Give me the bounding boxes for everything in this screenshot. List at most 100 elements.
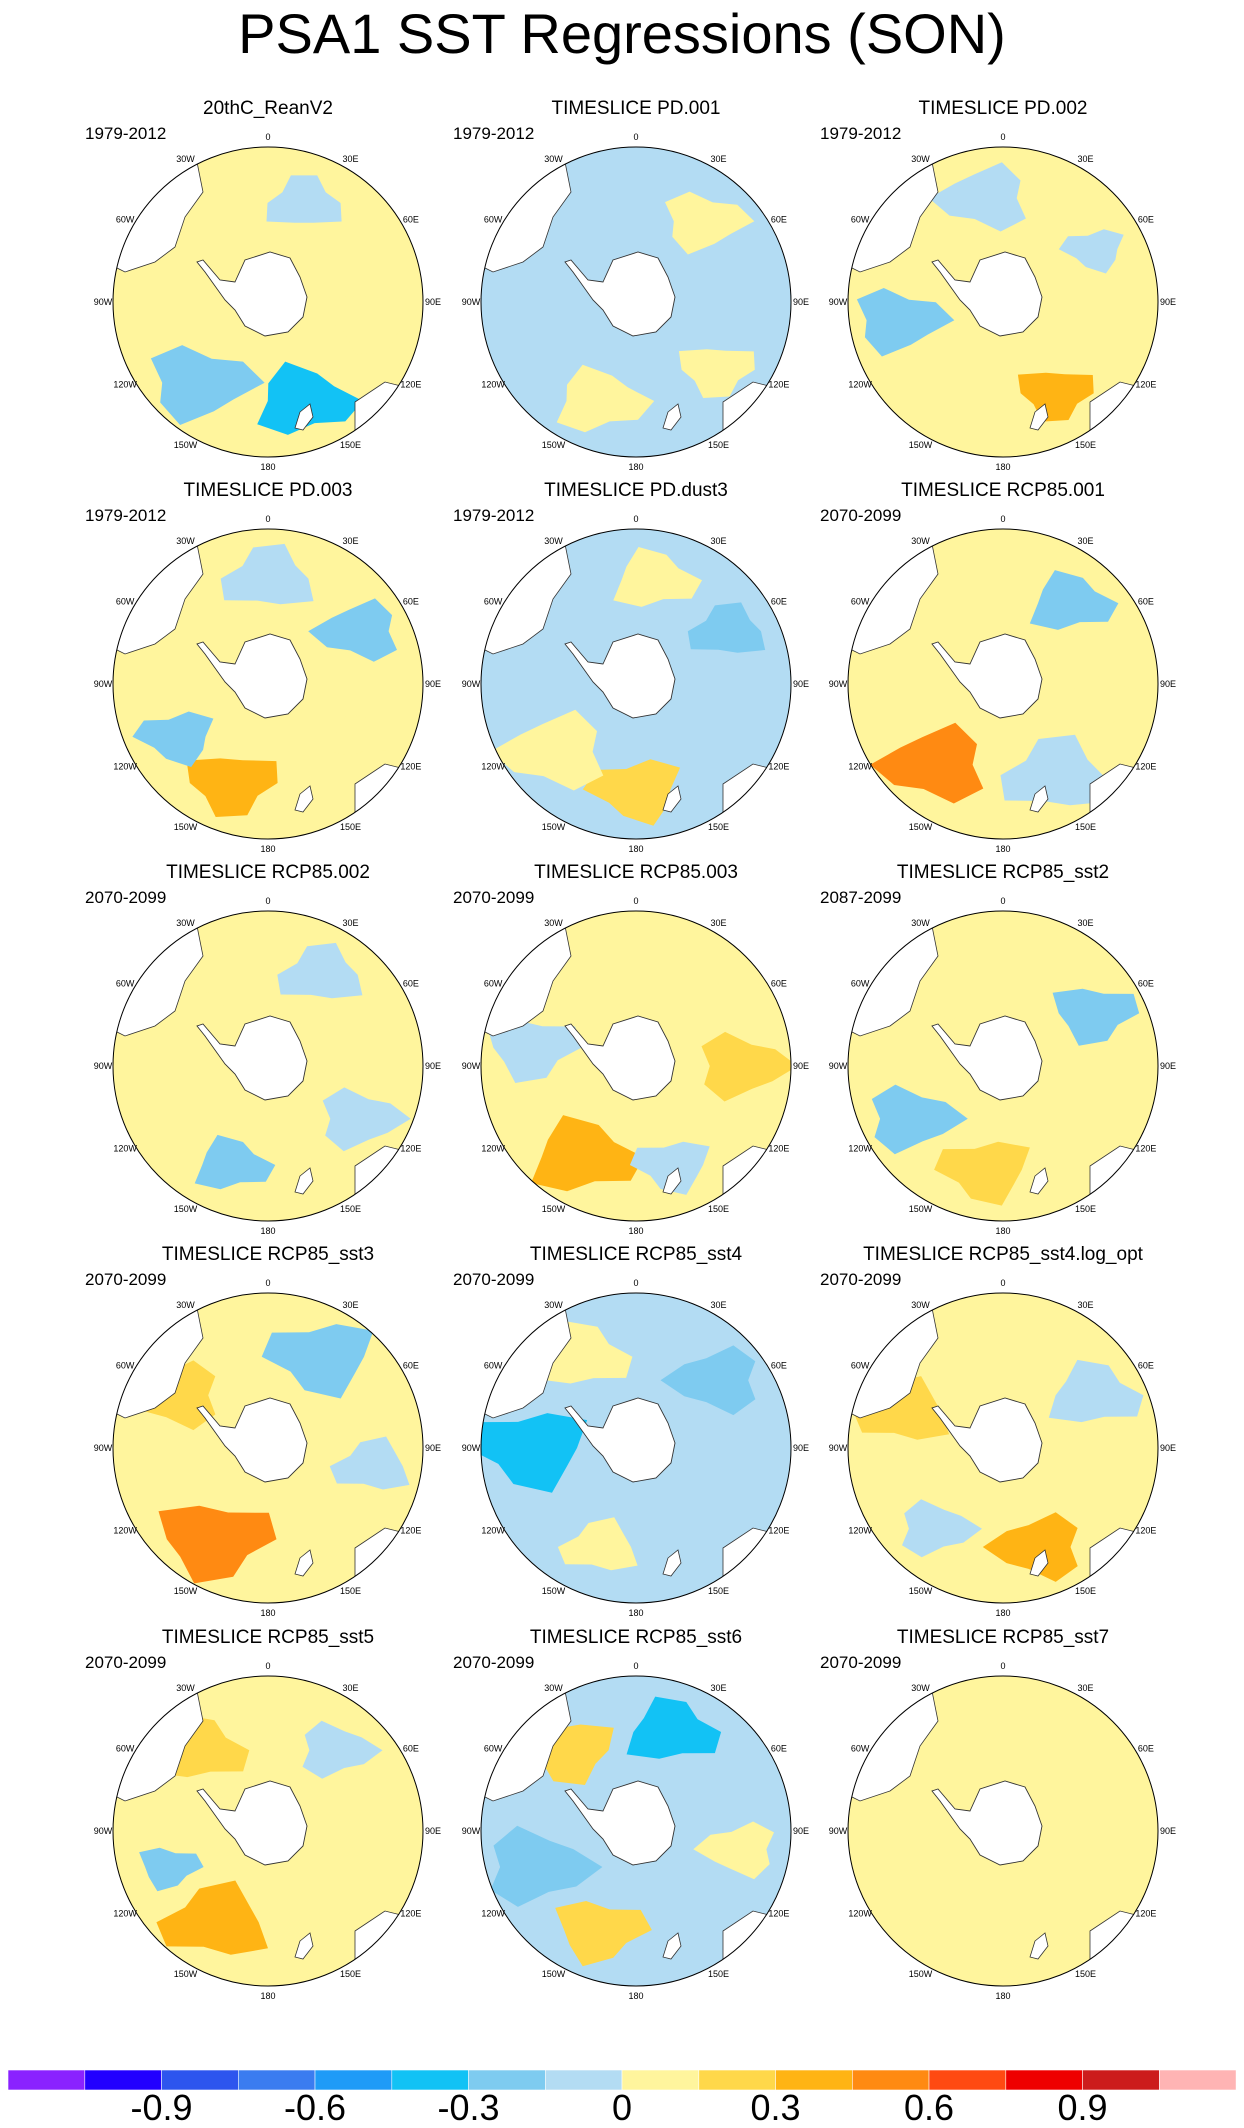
longitude-label: 60W bbox=[116, 1744, 135, 1754]
map-panel: 0 30E 60E 90E 120E 150E 180 150W 120W 90W 60W 30W TI… bbox=[453, 1627, 819, 2012]
longitude-label: 150W bbox=[542, 1586, 566, 1596]
longitude-label: 150W bbox=[542, 1969, 566, 1979]
panel-title: 20thC_ReanV2 bbox=[203, 98, 333, 119]
longitude-label: 120E bbox=[1135, 1526, 1156, 1536]
longitude-label: 90E bbox=[425, 1826, 441, 1836]
longitude-label: 120E bbox=[1135, 1909, 1156, 1919]
longitude-label: 120W bbox=[113, 380, 137, 390]
panel-period: 1979-2012 bbox=[85, 124, 167, 143]
map-panel: 0 30E 60E 90E 120E 150E 180 150W 120W 90W 60W 30W TI… bbox=[453, 862, 819, 1247]
longitude-label: 180 bbox=[628, 1608, 643, 1618]
longitude-label: 30W bbox=[911, 1300, 930, 1310]
sst-anomaly-region bbox=[139, 1847, 204, 1892]
antarctica-land bbox=[931, 1780, 1043, 1866]
longitude-label: 150E bbox=[708, 1586, 729, 1596]
colorbar-tick-label: 0.6 bbox=[903, 2087, 955, 2128]
antarctica-land bbox=[564, 633, 676, 719]
longitude-label: 60E bbox=[771, 1744, 787, 1754]
longitude-label: 120E bbox=[400, 1909, 421, 1919]
map-panel: 0 30E 60E 90E 120E 150E 180 150W 120W 90W 60W 30W TI… bbox=[820, 480, 1186, 865]
new-zealand-land bbox=[662, 1167, 682, 1195]
longitude-label: 120W bbox=[113, 762, 137, 772]
sst-anomaly-region bbox=[194, 1134, 276, 1190]
longitude-label: 0 bbox=[265, 896, 270, 906]
longitude-label: 120W bbox=[481, 1909, 505, 1919]
sst-anomaly-region bbox=[1052, 988, 1140, 1046]
longitude-label: 30W bbox=[176, 1300, 195, 1310]
longitude-label: 180 bbox=[995, 844, 1010, 854]
sst-anomaly-region bbox=[629, 1141, 710, 1195]
longitude-label: 120E bbox=[768, 1909, 789, 1919]
longitude-label: 120W bbox=[113, 1526, 137, 1536]
polar-map: 0 30E 60E 90E 120E 150E 180 150W 120W 90W 60W 30W bbox=[829, 514, 1176, 854]
longitude-label: 0 bbox=[633, 132, 638, 142]
sst-anomaly-region bbox=[902, 1499, 982, 1558]
longitude-label: 60W bbox=[851, 979, 870, 989]
panel-period: 2070-2099 bbox=[85, 1270, 167, 1289]
longitude-label: 0 bbox=[265, 1278, 270, 1288]
antarctica-land bbox=[196, 1780, 308, 1866]
antarctica-land bbox=[931, 1397, 1043, 1483]
panel-period: 1979-2012 bbox=[453, 124, 535, 143]
longitude-label: 150E bbox=[340, 440, 361, 450]
longitude-label: 90E bbox=[425, 1443, 441, 1453]
longitude-label: 180 bbox=[995, 1608, 1010, 1618]
longitude-label: 60W bbox=[851, 1361, 870, 1371]
longitude-label: 120W bbox=[848, 1144, 872, 1154]
sst-anomaly-region bbox=[678, 349, 755, 398]
longitude-label: 60W bbox=[484, 1361, 503, 1371]
longitude-label: 90W bbox=[829, 297, 848, 307]
longitude-label: 0 bbox=[1000, 132, 1005, 142]
longitude-label: 60E bbox=[771, 597, 787, 607]
sst-anomaly-region bbox=[660, 1345, 756, 1416]
longitude-label: 180 bbox=[995, 1226, 1010, 1236]
panel-period: 1979-2012 bbox=[85, 506, 167, 525]
longitude-label: 60E bbox=[403, 1744, 419, 1754]
panel-title: TIMESLICE RCP85_sst2 bbox=[896, 862, 1110, 883]
longitude-label: 120W bbox=[481, 1144, 505, 1154]
antarctica-land bbox=[564, 1780, 676, 1866]
longitude-label: 90W bbox=[94, 1061, 113, 1071]
longitude-label: 90E bbox=[425, 1061, 441, 1071]
sst-anomaly-region bbox=[326, 295, 418, 355]
map-boundary bbox=[112, 528, 424, 840]
longitude-label: 120W bbox=[113, 1909, 137, 1919]
longitude-label: 150W bbox=[174, 822, 198, 832]
longitude-label: 60W bbox=[116, 979, 135, 989]
longitude-label: 30E bbox=[1077, 154, 1093, 164]
sst-anomaly-region bbox=[186, 758, 278, 817]
longitude-label: 120E bbox=[400, 380, 421, 390]
map-boundary bbox=[480, 528, 792, 840]
longitude-label: 0 bbox=[633, 514, 638, 524]
longitude-label: 60E bbox=[771, 1361, 787, 1371]
map-boundary bbox=[112, 1675, 424, 1987]
longitude-label: 90E bbox=[425, 297, 441, 307]
longitude-label: 90W bbox=[829, 1443, 848, 1453]
longitude-label: 120W bbox=[848, 380, 872, 390]
longitude-label: 60E bbox=[403, 215, 419, 225]
longitude-label: 180 bbox=[260, 1608, 275, 1618]
sst-anomaly-region bbox=[934, 1141, 1030, 1206]
longitude-label: 30W bbox=[176, 536, 195, 546]
longitude-label: 120E bbox=[400, 1526, 421, 1536]
sst-anomaly-region bbox=[856, 288, 955, 357]
longitude-label: 90W bbox=[94, 297, 113, 307]
panel-title: TIMESLICE PD.002 bbox=[918, 98, 1088, 119]
polar-map: 0 30E 60E 90E 120E 150E 180 150W 120W 90W 60W 30W bbox=[829, 896, 1176, 1236]
sst-anomaly-region bbox=[853, 1376, 950, 1440]
antarctica-land bbox=[931, 251, 1043, 337]
polar-map: 0 30E 60E 90E 120E 150E 180 150W 120W 90W 60W 30W bbox=[462, 896, 809, 1236]
antarctica-land bbox=[196, 633, 308, 719]
panel-title: TIMESLICE PD.001 bbox=[551, 98, 721, 119]
map-boundary bbox=[480, 1292, 792, 1604]
longitude-label: 60W bbox=[484, 597, 503, 607]
sst-anomaly-region bbox=[302, 1720, 383, 1779]
longitude-label: 60W bbox=[116, 1361, 135, 1371]
longitude-label: 60E bbox=[403, 597, 419, 607]
sst-anomaly-region bbox=[322, 1087, 411, 1152]
map-panel: 0 30E 60E 90E 120E 150E 180 150W 120W 90W 60W 30W TI… bbox=[85, 1244, 451, 1629]
polar-map: 0 30E 60E 90E 120E 150E 180 150W 120W 90W 60W 30W bbox=[94, 132, 441, 472]
longitude-label: 150W bbox=[542, 822, 566, 832]
longitude-label: 150E bbox=[340, 1586, 361, 1596]
colorbar-box bbox=[8, 2070, 86, 2090]
